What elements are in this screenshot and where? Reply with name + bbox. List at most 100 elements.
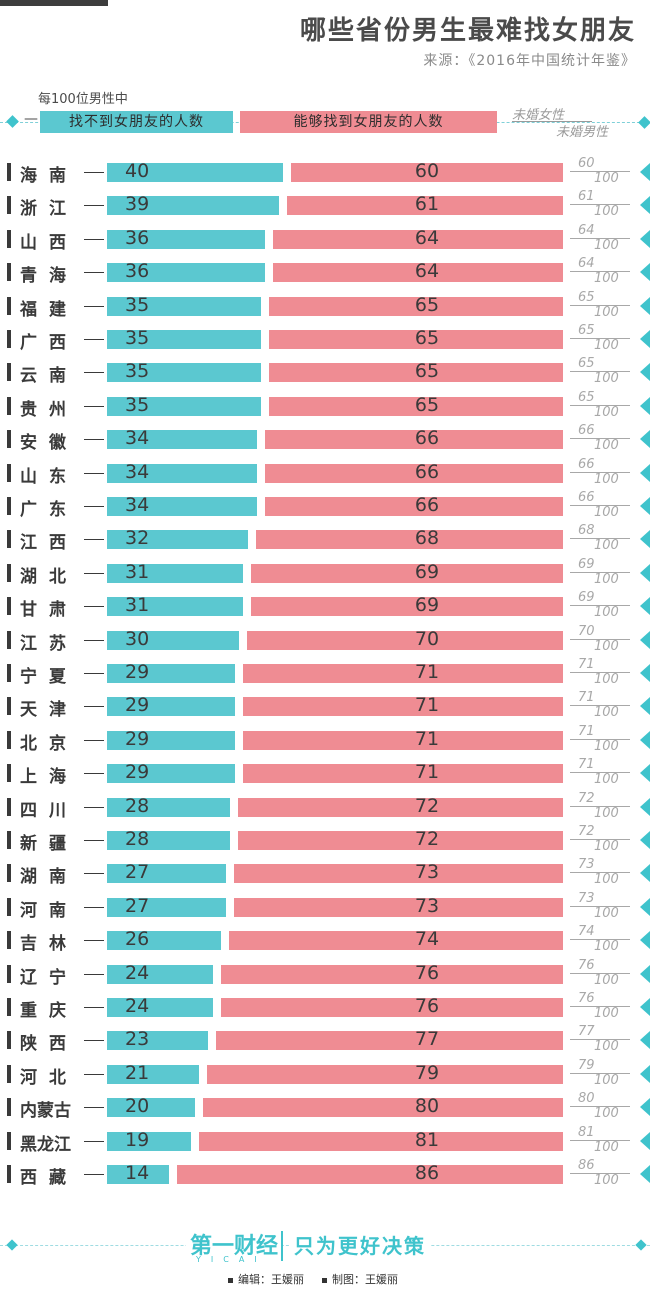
ratio-line (570, 271, 630, 273)
bar-blue (107, 1165, 169, 1184)
province-label: 浙江 (20, 199, 78, 220)
bar-pink (233, 897, 563, 917)
credits: 编辑：王媛丽 制图：王媛丽 (228, 1271, 398, 1287)
bullet-icon (322, 1277, 327, 1283)
bar-pink (269, 330, 563, 349)
ratio-denominator: 100 (594, 271, 619, 287)
ratio-numerator: 73 (578, 890, 595, 906)
row-marker (7, 1131, 11, 1150)
row-marker (7, 630, 11, 649)
bar-blue (107, 630, 239, 650)
arrow-left-icon (640, 1131, 650, 1150)
arrow-left-icon (640, 163, 650, 181)
bar-pink (264, 430, 563, 450)
row-marker (7, 597, 11, 616)
ratio-line (570, 972, 630, 974)
legend-ratio-bottom: 未婚男性 (556, 125, 609, 140)
province-label: 重庆 (20, 1001, 78, 1021)
ratio-label: 71 100 (570, 757, 634, 789)
ratio-line (570, 538, 630, 540)
ratio-line (570, 805, 630, 807)
arrow-left-icon (640, 196, 650, 215)
ratio-numerator: 61 (578, 189, 595, 205)
diamond-icon (6, 1239, 18, 1251)
ratio-denominator: 100 (594, 638, 619, 654)
connector-line (84, 739, 104, 741)
ratio-denominator: 100 (594, 805, 619, 821)
row-marker (7, 864, 11, 883)
ratio-denominator: 100 (594, 1039, 619, 1055)
arrow-left-icon (640, 463, 650, 482)
logo-separator (281, 1231, 283, 1261)
bar-blue (107, 430, 257, 450)
province-label: 海南 (20, 166, 78, 186)
bar-blue-label: 23 (125, 1028, 150, 1051)
province-label: 云南 (20, 366, 78, 387)
table-row: 重庆 24 76 76 100 (0, 990, 650, 1024)
bar-pink (269, 296, 563, 316)
bar-blue-label: 34 (125, 427, 150, 450)
ratio-line (570, 1006, 630, 1007)
table-row: 福建 35 65 65 100 (0, 289, 650, 323)
bar-pink-label: 74 (414, 928, 440, 951)
ratio-numerator: 76 (578, 991, 595, 1006)
bar-blue-label: 28 (125, 794, 150, 817)
province-label: 河南 (20, 900, 78, 921)
ratio-line (570, 1072, 630, 1074)
province-label: 上海 (20, 767, 78, 788)
province-label: 黑龙江 (20, 1134, 71, 1155)
table-row: 内蒙古 20 80 80 100 (0, 1090, 650, 1124)
row-marker (7, 1098, 11, 1117)
ratio-denominator: 100 (594, 872, 619, 888)
province-label: 吉林 (20, 934, 78, 955)
ratio-line (570, 1173, 630, 1174)
row-marker (7, 964, 11, 983)
ratio-label: 71 100 (570, 724, 634, 756)
connector-line (84, 472, 104, 474)
bar-pink (220, 998, 563, 1017)
ratio-denominator: 100 (594, 939, 619, 955)
bar-blue (107, 864, 226, 884)
connector-line (84, 1040, 104, 1042)
row-marker (7, 931, 11, 950)
bar-pink (286, 196, 563, 216)
ratio-numerator: 72 (578, 790, 595, 806)
arrow-left-icon (640, 931, 650, 950)
province-label: 甘肃 (20, 600, 78, 621)
bar-pink (216, 1031, 563, 1051)
legend-pink-item: 能够找到女朋友的人数 (240, 111, 497, 133)
row-marker (7, 463, 11, 482)
table-row: 黑龙江 19 81 81 100 (0, 1124, 650, 1158)
ratio-line (570, 204, 630, 206)
bar-blue (107, 730, 235, 750)
row-marker (7, 730, 11, 749)
bar-blue (107, 1064, 200, 1084)
ratio-numerator: 72 (578, 824, 595, 839)
legend-ratio-line (512, 121, 592, 122)
bar-pink-label: 69 (414, 560, 440, 583)
connector-line (84, 205, 104, 207)
connector-line (84, 773, 104, 775)
bar-pink-label: 72 (414, 794, 440, 817)
table-row: 广西 35 65 65 100 (0, 322, 650, 356)
row-marker (7, 296, 11, 315)
row-marker (7, 163, 11, 181)
diamond-icon (6, 115, 19, 128)
bar-blue-label: 29 (125, 694, 150, 717)
row-marker (7, 764, 11, 783)
bar-pink-label: 65 (414, 327, 440, 349)
bar-pink-label: 64 (414, 260, 440, 283)
ratio-denominator: 100 (594, 1006, 619, 1021)
ratio-denominator: 100 (594, 304, 619, 320)
ratio-denominator: 100 (594, 237, 619, 253)
province-label: 江西 (20, 533, 78, 554)
arrow-left-icon (640, 497, 650, 515)
connector-line (84, 840, 104, 841)
bar-pink-label: 80 (414, 1095, 440, 1118)
ratio-line (570, 872, 630, 874)
ratio-line (570, 605, 630, 607)
arrow-left-icon (640, 964, 650, 983)
ratio-denominator: 100 (594, 672, 619, 687)
ratio-numerator: 65 (578, 389, 595, 405)
ratio-label: 64 100 (570, 256, 634, 288)
